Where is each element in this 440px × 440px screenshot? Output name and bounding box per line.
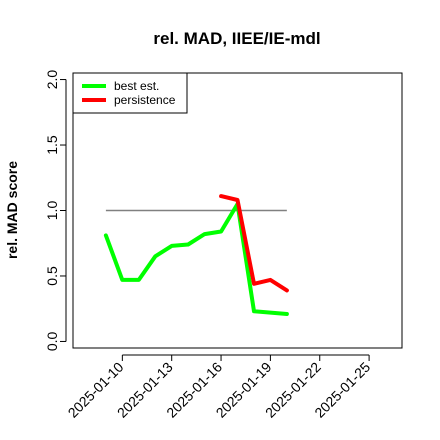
y-tick-label: 1.5 <box>44 135 60 155</box>
legend-label: persistence <box>114 93 176 107</box>
y-tick-label: 1.0 <box>44 201 60 221</box>
series-line-persistence <box>219 194 289 293</box>
legend-box <box>72 72 188 114</box>
y-tick-label: 2.0 <box>44 70 60 90</box>
series-line-best-est- <box>103 202 289 316</box>
series-group <box>103 194 289 316</box>
plot-frame <box>72 72 403 349</box>
y-tick-label: 0.0 <box>44 332 60 352</box>
legend: best est.persistence <box>72 72 188 114</box>
axes: 0.00.51.01.52.02025-01-102025-01-132025-… <box>44 70 373 421</box>
y-tick-label: 0.5 <box>44 266 60 286</box>
y-axis-label: rel. MAD score <box>4 161 20 259</box>
chart-title: rel. MAD, IIEE/IE-mdl <box>153 29 320 48</box>
legend-label: best est. <box>114 79 159 93</box>
